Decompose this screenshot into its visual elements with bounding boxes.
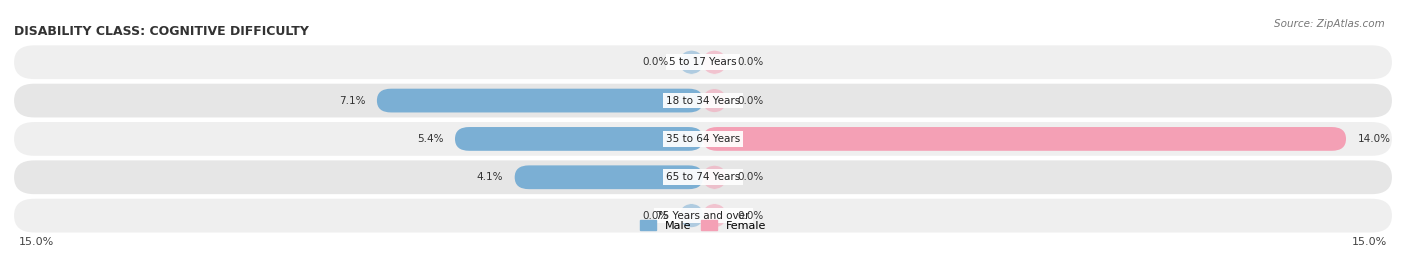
Text: 14.0%: 14.0% [1358, 134, 1391, 144]
Text: 35 to 64 Years: 35 to 64 Years [666, 134, 740, 144]
Text: 5.4%: 5.4% [418, 134, 443, 144]
Text: 0.0%: 0.0% [643, 57, 669, 67]
Text: 0.0%: 0.0% [643, 211, 669, 221]
FancyBboxPatch shape [703, 204, 725, 228]
Text: 0.0%: 0.0% [738, 211, 763, 221]
FancyBboxPatch shape [456, 127, 703, 151]
FancyBboxPatch shape [515, 165, 703, 189]
Text: 75 Years and over: 75 Years and over [657, 211, 749, 221]
FancyBboxPatch shape [14, 199, 1392, 232]
Text: 5 to 17 Years: 5 to 17 Years [669, 57, 737, 67]
FancyBboxPatch shape [681, 50, 703, 74]
Text: 0.0%: 0.0% [738, 95, 763, 105]
FancyBboxPatch shape [703, 127, 1346, 151]
Text: 15.0%: 15.0% [18, 238, 53, 247]
Text: Source: ZipAtlas.com: Source: ZipAtlas.com [1274, 19, 1385, 29]
Text: 65 to 74 Years: 65 to 74 Years [666, 172, 740, 182]
Text: 0.0%: 0.0% [738, 172, 763, 182]
FancyBboxPatch shape [14, 160, 1392, 194]
FancyBboxPatch shape [681, 204, 703, 228]
FancyBboxPatch shape [14, 84, 1392, 118]
Text: 15.0%: 15.0% [1353, 238, 1388, 247]
FancyBboxPatch shape [377, 89, 703, 112]
FancyBboxPatch shape [703, 165, 725, 189]
FancyBboxPatch shape [14, 122, 1392, 156]
Text: 18 to 34 Years: 18 to 34 Years [666, 95, 740, 105]
Text: 7.1%: 7.1% [339, 95, 366, 105]
Text: 0.0%: 0.0% [738, 57, 763, 67]
FancyBboxPatch shape [703, 50, 725, 74]
Text: DISABILITY CLASS: COGNITIVE DIFFICULTY: DISABILITY CLASS: COGNITIVE DIFFICULTY [14, 25, 309, 38]
FancyBboxPatch shape [703, 89, 725, 112]
Legend: Male, Female: Male, Female [636, 215, 770, 235]
Text: 4.1%: 4.1% [477, 172, 503, 182]
FancyBboxPatch shape [14, 45, 1392, 79]
